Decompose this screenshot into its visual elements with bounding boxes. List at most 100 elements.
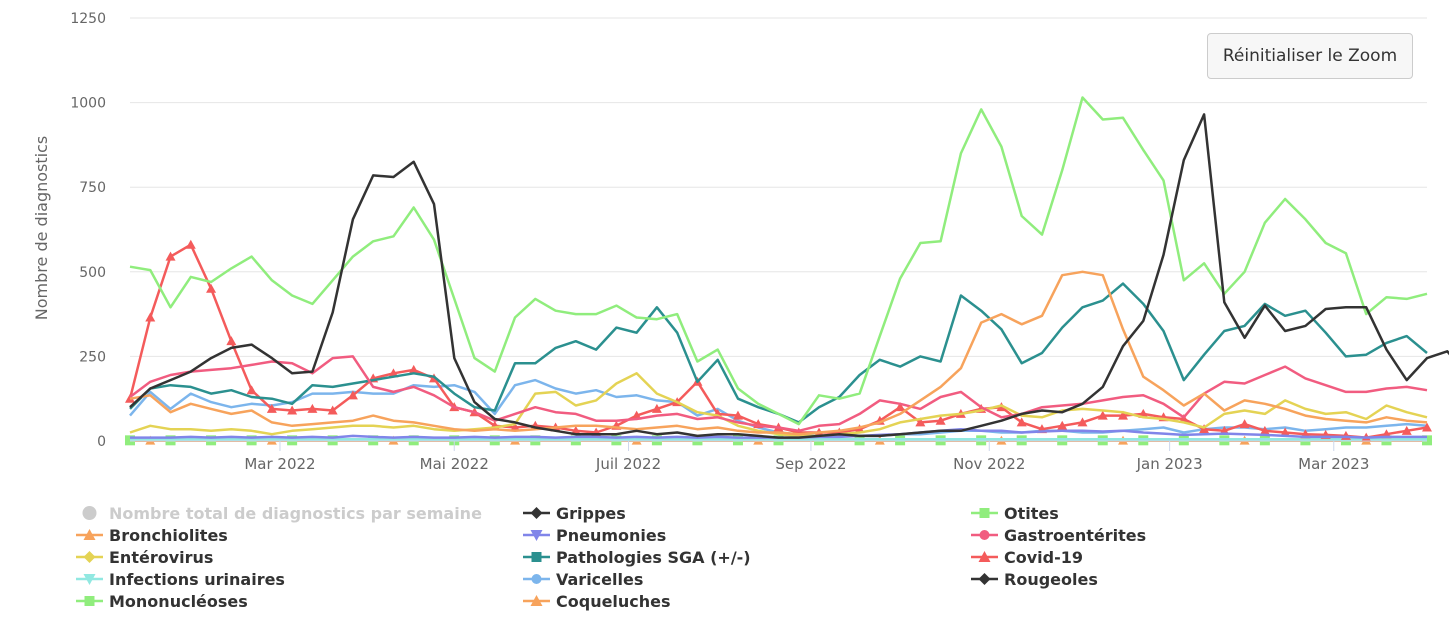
legend-symbol-icon: [523, 530, 550, 541]
series-marker: [1097, 410, 1108, 420]
series-3: [129, 270, 1428, 436]
y-tick-label: 1250: [70, 11, 106, 27]
series-marker: [1280, 427, 1291, 437]
series-marker: [1118, 410, 1129, 420]
series-7: [129, 282, 1428, 424]
series-marker: [307, 403, 318, 413]
series-marker: [287, 405, 298, 415]
legend-item[interactable]: Otites: [970, 502, 1059, 524]
legend-item[interactable]: Nombre total de diagnostics par semaine: [75, 502, 482, 524]
legend-item[interactable]: Entérovirus: [75, 546, 213, 568]
legend-label: Infections urinaires: [109, 569, 285, 589]
series-marker: [408, 364, 419, 374]
series-marker: [1401, 425, 1412, 435]
series-line: [129, 113, 1449, 439]
legend-label: Mononucléoses: [109, 591, 248, 611]
series-marker: [1239, 419, 1250, 429]
series-line: [128, 243, 1428, 439]
legend-symbol-icon: [971, 573, 998, 585]
x-tick-label: Juil 2022: [595, 455, 661, 473]
legend-label: Pneumonies: [556, 525, 667, 545]
legend-item[interactable]: Pneumonies: [522, 524, 666, 546]
legend-label: Varicelles: [556, 569, 644, 589]
legend-symbol-icon: [971, 551, 998, 562]
legend-symbol-icon: [523, 507, 550, 519]
x-tick-label: Nov 2022: [953, 455, 1025, 473]
legend-item[interactable]: Covid-19: [970, 546, 1083, 568]
legend-label: Coqueluches: [556, 591, 671, 611]
axes: 0 250 500 750 1000 1250 Mar 2022 Mai 2022 Juil 2…: [70, 11, 1427, 473]
legend-item[interactable]: Infections urinaires: [75, 568, 285, 590]
series-marker: [895, 402, 906, 412]
legend-label: Nombre total de diagnostics par semaine: [109, 503, 482, 523]
legend-symbol-icon: [76, 529, 103, 540]
legend-symbol-icon: [523, 595, 550, 606]
series-marker: [1077, 417, 1088, 427]
series-marker: [185, 239, 196, 249]
series-marker: [915, 417, 926, 427]
line-chart: 0 250 500 750 1000 1250 Mar 2022 Mai 2022 Juil 2…: [32, 11, 1449, 473]
legend-item[interactable]: Pathologies SGA (+/-): [522, 546, 751, 568]
legend-symbol-icon: [76, 596, 103, 606]
series-marker: [327, 405, 338, 415]
legend-symbol-icon: [82, 506, 97, 520]
series-5: [129, 355, 1428, 433]
series-6: [129, 372, 1428, 438]
y-tick-label: 750: [79, 180, 106, 196]
series-marker: [266, 403, 277, 413]
series-marker: [165, 251, 176, 261]
series-marker: [935, 415, 946, 425]
series-2: [129, 96, 1428, 426]
legend-label: Entérovirus: [109, 547, 214, 567]
x-tick-label: Jan 2023: [1136, 455, 1203, 473]
series-marker: [651, 403, 662, 413]
legend-symbol-icon: [523, 574, 550, 584]
series-line: [129, 270, 1428, 436]
legend-label: Bronchiolites: [109, 525, 228, 545]
series-line: [129, 355, 1428, 433]
series-marker: [347, 390, 358, 400]
y-tick-label: 250: [79, 349, 106, 365]
legend-item[interactable]: Coqueluches: [522, 590, 671, 612]
series-marker: [1016, 417, 1027, 427]
series-line: [129, 282, 1428, 424]
series-marker: [206, 283, 217, 293]
y-tick-label: 500: [79, 265, 106, 281]
x-tick-label: Mai 2022: [420, 455, 489, 473]
legend-label: Gastroentérites: [1004, 525, 1147, 545]
series-1: [129, 113, 1449, 439]
legend-symbol-icon: [971, 530, 998, 540]
y-tick-label: 1000: [70, 96, 106, 112]
legend-item[interactable]: Varicelles: [522, 568, 643, 590]
legend-item[interactable]: Grippes: [522, 502, 626, 524]
x-tick-label: Mar 2023: [1298, 455, 1369, 473]
legend-symbol-icon: [523, 552, 550, 562]
series-marker: [1422, 422, 1432, 432]
legend-label: Covid-19: [1004, 547, 1084, 567]
series-marker: [246, 385, 257, 395]
y-axis-label: Nombre de diagnostics: [32, 136, 51, 320]
series-marker: [1259, 425, 1270, 435]
legend-label: Pathologies SGA (+/-): [556, 547, 751, 567]
legend-item[interactable]: Bronchiolites: [75, 524, 228, 546]
series-marker: [510, 422, 521, 432]
series-marker: [1057, 420, 1068, 430]
chart-legend: Nombre total de diagnostics par semaine G…: [0, 500, 1449, 637]
legend-item[interactable]: Mononucléoses: [75, 590, 248, 612]
reset-zoom-button[interactable]: Réinitialiser le Zoom: [1207, 33, 1413, 79]
series-marker: [732, 410, 743, 420]
series-line: [129, 96, 1428, 426]
series-line: [129, 372, 1428, 438]
x-tick-label: Sep 2022: [775, 455, 846, 473]
legend-item[interactable]: Rougeoles: [970, 568, 1098, 590]
legend-label: Grippes: [556, 503, 626, 523]
x-tick-label: Mar 2022: [244, 455, 315, 473]
legend-label: Otites: [1004, 503, 1059, 523]
legend-symbol-icon: [971, 508, 998, 518]
legend-label: Rougeoles: [1004, 569, 1098, 589]
legend-symbol-icon: [76, 574, 103, 585]
legend-item[interactable]: Gastroentérites: [970, 524, 1146, 546]
series-marker: [145, 312, 156, 322]
series-marker: [226, 336, 237, 346]
y-tick-label: 0: [97, 434, 106, 450]
